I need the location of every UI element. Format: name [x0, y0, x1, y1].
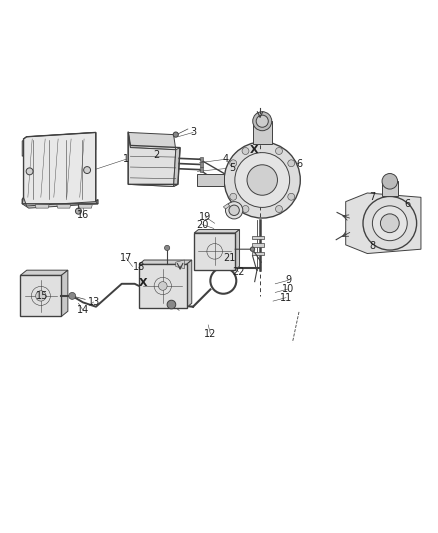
Text: 6: 6 — [296, 159, 302, 168]
Polygon shape — [198, 174, 224, 187]
Circle shape — [242, 148, 249, 155]
Polygon shape — [78, 205, 92, 208]
Text: 1: 1 — [123, 154, 129, 164]
Polygon shape — [139, 260, 192, 264]
Polygon shape — [139, 264, 187, 308]
Text: 21: 21 — [224, 253, 236, 263]
Polygon shape — [200, 167, 203, 172]
Circle shape — [288, 160, 295, 167]
Text: 5: 5 — [229, 163, 235, 173]
Polygon shape — [346, 193, 421, 254]
Polygon shape — [128, 132, 176, 150]
Polygon shape — [173, 148, 180, 187]
Text: 17: 17 — [120, 253, 132, 263]
Text: 4: 4 — [223, 154, 229, 164]
Text: 7: 7 — [369, 192, 376, 203]
Text: 3: 3 — [190, 127, 196, 138]
Text: 9: 9 — [285, 276, 291, 285]
Circle shape — [75, 208, 81, 214]
Polygon shape — [128, 182, 178, 187]
Polygon shape — [252, 236, 265, 239]
Polygon shape — [22, 197, 98, 208]
Text: 2: 2 — [153, 150, 159, 160]
Polygon shape — [35, 205, 49, 208]
Polygon shape — [20, 276, 61, 317]
Circle shape — [382, 174, 398, 189]
Polygon shape — [200, 162, 203, 167]
Polygon shape — [252, 243, 265, 247]
Polygon shape — [223, 204, 230, 209]
Circle shape — [276, 148, 283, 155]
Circle shape — [235, 152, 290, 207]
Polygon shape — [253, 121, 272, 144]
Polygon shape — [24, 132, 96, 206]
Circle shape — [253, 112, 272, 131]
Text: 18: 18 — [133, 262, 145, 272]
Circle shape — [363, 197, 417, 250]
Text: 15: 15 — [36, 291, 49, 301]
Text: 12: 12 — [204, 328, 216, 338]
Polygon shape — [128, 132, 176, 187]
Circle shape — [173, 132, 178, 137]
Circle shape — [69, 293, 76, 300]
Circle shape — [226, 201, 243, 219]
Text: 6: 6 — [404, 199, 410, 209]
Polygon shape — [187, 260, 192, 308]
Polygon shape — [194, 233, 235, 270]
Polygon shape — [252, 252, 265, 255]
Text: 8: 8 — [370, 241, 375, 251]
Circle shape — [230, 160, 237, 167]
Text: X: X — [139, 278, 148, 288]
Circle shape — [224, 142, 300, 218]
Text: 13: 13 — [88, 297, 100, 307]
Polygon shape — [57, 205, 71, 208]
Polygon shape — [22, 132, 96, 156]
Circle shape — [247, 165, 277, 195]
Circle shape — [288, 193, 295, 200]
Text: 14: 14 — [77, 305, 89, 315]
Polygon shape — [235, 230, 240, 270]
Text: 22: 22 — [232, 266, 245, 277]
Text: 11: 11 — [280, 293, 292, 303]
Text: 19: 19 — [199, 212, 211, 222]
Circle shape — [381, 214, 399, 232]
Circle shape — [35, 290, 46, 301]
Circle shape — [165, 245, 170, 251]
Circle shape — [26, 168, 33, 175]
Circle shape — [256, 115, 268, 127]
Polygon shape — [200, 157, 203, 161]
Circle shape — [159, 281, 167, 290]
Circle shape — [167, 300, 176, 309]
Text: 16: 16 — [77, 211, 89, 221]
Circle shape — [276, 206, 283, 213]
Polygon shape — [61, 270, 68, 317]
Text: 10: 10 — [282, 284, 294, 294]
Text: 20: 20 — [196, 220, 209, 230]
Polygon shape — [176, 260, 184, 269]
Circle shape — [251, 247, 254, 252]
Circle shape — [84, 167, 91, 174]
Polygon shape — [194, 230, 240, 233]
Polygon shape — [20, 270, 68, 276]
Circle shape — [230, 193, 237, 200]
Polygon shape — [382, 181, 398, 197]
Circle shape — [229, 205, 239, 215]
Circle shape — [372, 206, 407, 241]
Circle shape — [242, 206, 249, 213]
Text: X: X — [250, 145, 259, 155]
